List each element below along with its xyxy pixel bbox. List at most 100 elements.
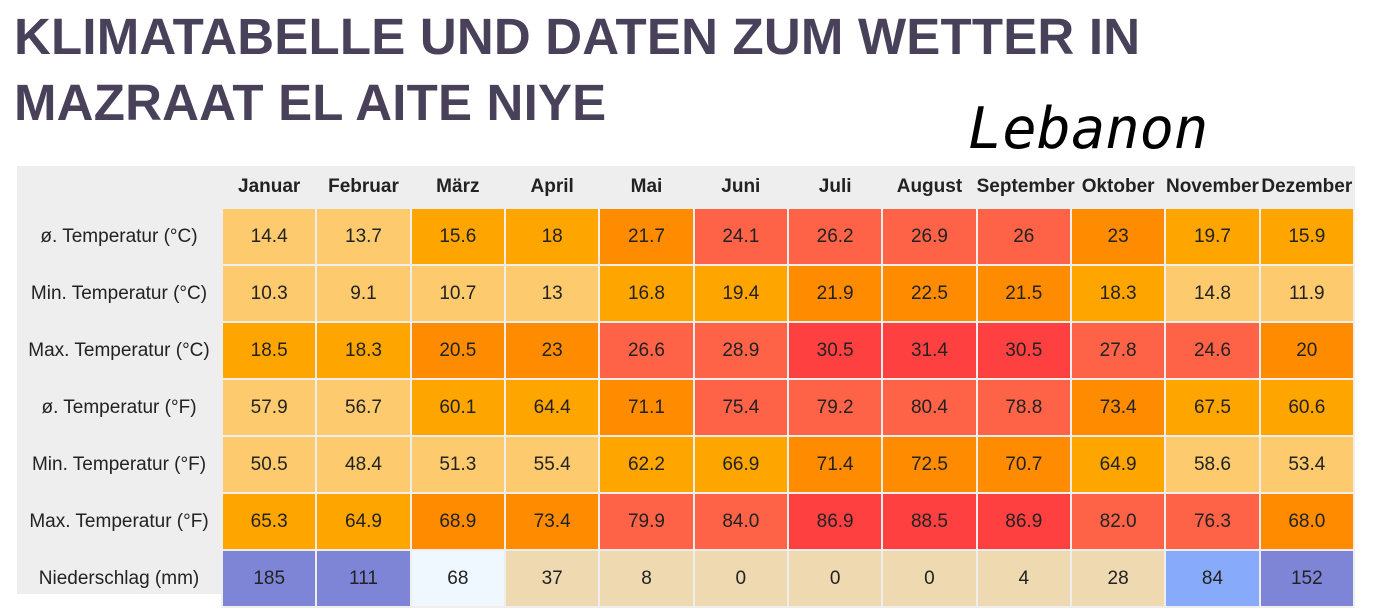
value-cell: 14.4 bbox=[220, 207, 318, 266]
table-row: ø. Temperatur (°C) 14.4 13.7 15.6 18 21.7 24.1… bbox=[17, 207, 1356, 266]
value-cell: 21.9 bbox=[786, 264, 884, 323]
row-label: ø. Temperatur (°C) bbox=[40, 225, 198, 247]
value-cell: 19.4 bbox=[692, 264, 789, 323]
value-cell: 37 bbox=[503, 549, 601, 608]
value-cell: 10.7 bbox=[409, 264, 506, 323]
corner-header-cell bbox=[17, 166, 222, 208]
month-header: Mai bbox=[630, 175, 663, 197]
row-label: Max. Temperatur (°F) bbox=[29, 510, 209, 532]
value-cell: 60.1 bbox=[409, 378, 506, 437]
climate-table-container: Januar Februar März April Mai Juni Juli … bbox=[17, 166, 1356, 608]
value-cell: 18 bbox=[503, 207, 601, 266]
value-cell: 31.4 bbox=[881, 321, 978, 380]
month-header: Juni bbox=[721, 175, 761, 197]
value-cell: 0 bbox=[786, 549, 884, 608]
value-cell: 68 bbox=[409, 549, 506, 608]
month-header: Februar bbox=[328, 175, 399, 197]
value-cell: 82.0 bbox=[1069, 492, 1167, 551]
value-cell: 24.6 bbox=[1164, 321, 1261, 380]
value-cell: 26 bbox=[975, 207, 1072, 266]
value-cell: 28.9 bbox=[692, 321, 789, 380]
value-cell: 15.9 bbox=[1258, 207, 1356, 266]
value-cell: 23 bbox=[503, 321, 601, 380]
value-cell: 68.9 bbox=[409, 492, 506, 551]
value-cell: 71.1 bbox=[598, 378, 695, 437]
climate-table-body: ø. Temperatur (°C) 14.4 13.7 15.6 18 21.7 24.1… bbox=[17, 207, 1356, 608]
value-cell: 78.8 bbox=[975, 378, 1072, 437]
table-row: Min. Temperatur (°F) 50.5 48.4 51.3 55.4 62.2… bbox=[17, 435, 1356, 494]
value-cell: 21.5 bbox=[975, 264, 1072, 323]
value-cell: 70.7 bbox=[975, 435, 1072, 494]
month-header: November bbox=[1165, 175, 1259, 197]
value-cell: 26.9 bbox=[881, 207, 978, 266]
month-header: Oktober bbox=[1081, 175, 1155, 197]
value-cell: 71.4 bbox=[786, 435, 884, 494]
row-label: Min. Temperatur (°C) bbox=[30, 282, 208, 304]
value-cell: 57.9 bbox=[220, 378, 318, 437]
month-header: August bbox=[896, 175, 963, 197]
value-cell: 22.5 bbox=[881, 264, 978, 323]
value-cell: 20 bbox=[1258, 321, 1356, 380]
value-cell: 30.5 bbox=[975, 321, 1072, 380]
row-label: Max. Temperatur (°C) bbox=[28, 339, 210, 361]
value-cell: 55.4 bbox=[503, 435, 601, 494]
month-header: Januar bbox=[238, 175, 301, 197]
value-cell: 51.3 bbox=[409, 435, 506, 494]
value-cell: 84 bbox=[1164, 549, 1261, 608]
value-cell: 152 bbox=[1258, 549, 1356, 608]
value-cell: 9.1 bbox=[315, 264, 412, 323]
table-row: ø. Temperatur (°F) 57.9 56.7 60.1 64.4 71.1 75… bbox=[17, 378, 1356, 437]
value-cell: 0 bbox=[881, 549, 978, 608]
value-cell: 8 bbox=[598, 549, 695, 608]
table-row: Max. Temperatur (°C) 18.5 18.3 20.5 23 26.6 28… bbox=[17, 321, 1356, 380]
value-cell: 66.9 bbox=[692, 435, 789, 494]
value-cell: 73.4 bbox=[1069, 378, 1167, 437]
value-cell: 76.3 bbox=[1164, 492, 1261, 551]
climate-table: Januar Februar März April Mai Juni Juli … bbox=[17, 166, 1356, 608]
value-cell: 62.2 bbox=[598, 435, 695, 494]
month-header: März bbox=[436, 175, 480, 197]
value-cell: 64.9 bbox=[315, 492, 412, 551]
value-cell: 13 bbox=[503, 264, 601, 323]
value-cell: 28 bbox=[1069, 549, 1167, 608]
row-label: Niederschlag (mm) bbox=[38, 567, 200, 589]
value-cell: 18.3 bbox=[315, 321, 412, 380]
month-header-row: Januar Februar März April Mai Juni Juli … bbox=[17, 166, 1354, 208]
value-cell: 65.3 bbox=[220, 492, 318, 551]
value-cell: 18.3 bbox=[1069, 264, 1167, 323]
value-cell: 53.4 bbox=[1258, 435, 1356, 494]
value-cell: 0 bbox=[692, 549, 789, 608]
value-cell: 24.1 bbox=[692, 207, 789, 266]
value-cell: 86.9 bbox=[786, 492, 884, 551]
country-overlay-label: Lebanon bbox=[968, 96, 1209, 162]
value-cell: 68.0 bbox=[1258, 492, 1356, 551]
value-cell: 18.5 bbox=[220, 321, 318, 380]
value-cell: 27.8 bbox=[1069, 321, 1167, 380]
value-cell: 64.9 bbox=[1069, 435, 1167, 494]
value-cell: 64.4 bbox=[503, 378, 601, 437]
month-header: Dezember bbox=[1261, 175, 1353, 197]
page-title: KLIMATABELLE UND DATEN ZUM WETTER IN MAZ… bbox=[14, 8, 1141, 131]
value-cell: 20.5 bbox=[409, 321, 506, 380]
value-cell: 58.6 bbox=[1164, 435, 1261, 494]
value-cell: 56.7 bbox=[315, 378, 412, 437]
table-row: Max. Temperatur (°F) 65.3 64.9 68.9 73.4 79.9… bbox=[17, 492, 1356, 551]
value-cell: 80.4 bbox=[881, 378, 978, 437]
value-cell: 26.6 bbox=[598, 321, 695, 380]
value-cell: 13.7 bbox=[315, 207, 412, 266]
value-cell: 79.2 bbox=[786, 378, 884, 437]
value-cell: 84.0 bbox=[692, 492, 789, 551]
row-label: Min. Temperatur (°F) bbox=[31, 453, 207, 475]
value-cell: 15.6 bbox=[409, 207, 506, 266]
value-cell: 4 bbox=[975, 549, 1072, 608]
value-cell: 75.4 bbox=[692, 378, 789, 437]
table-row: Min. Temperatur (°C) 10.3 9.1 10.7 13 16.8 19.… bbox=[17, 264, 1356, 323]
value-cell: 72.5 bbox=[881, 435, 978, 494]
value-cell: 19.7 bbox=[1164, 207, 1261, 266]
month-header: April bbox=[530, 175, 574, 197]
value-cell: 23 bbox=[1069, 207, 1167, 266]
value-cell: 26.2 bbox=[786, 207, 884, 266]
value-cell: 67.5 bbox=[1164, 378, 1261, 437]
value-cell: 86.9 bbox=[975, 492, 1072, 551]
value-cell: 73.4 bbox=[503, 492, 601, 551]
